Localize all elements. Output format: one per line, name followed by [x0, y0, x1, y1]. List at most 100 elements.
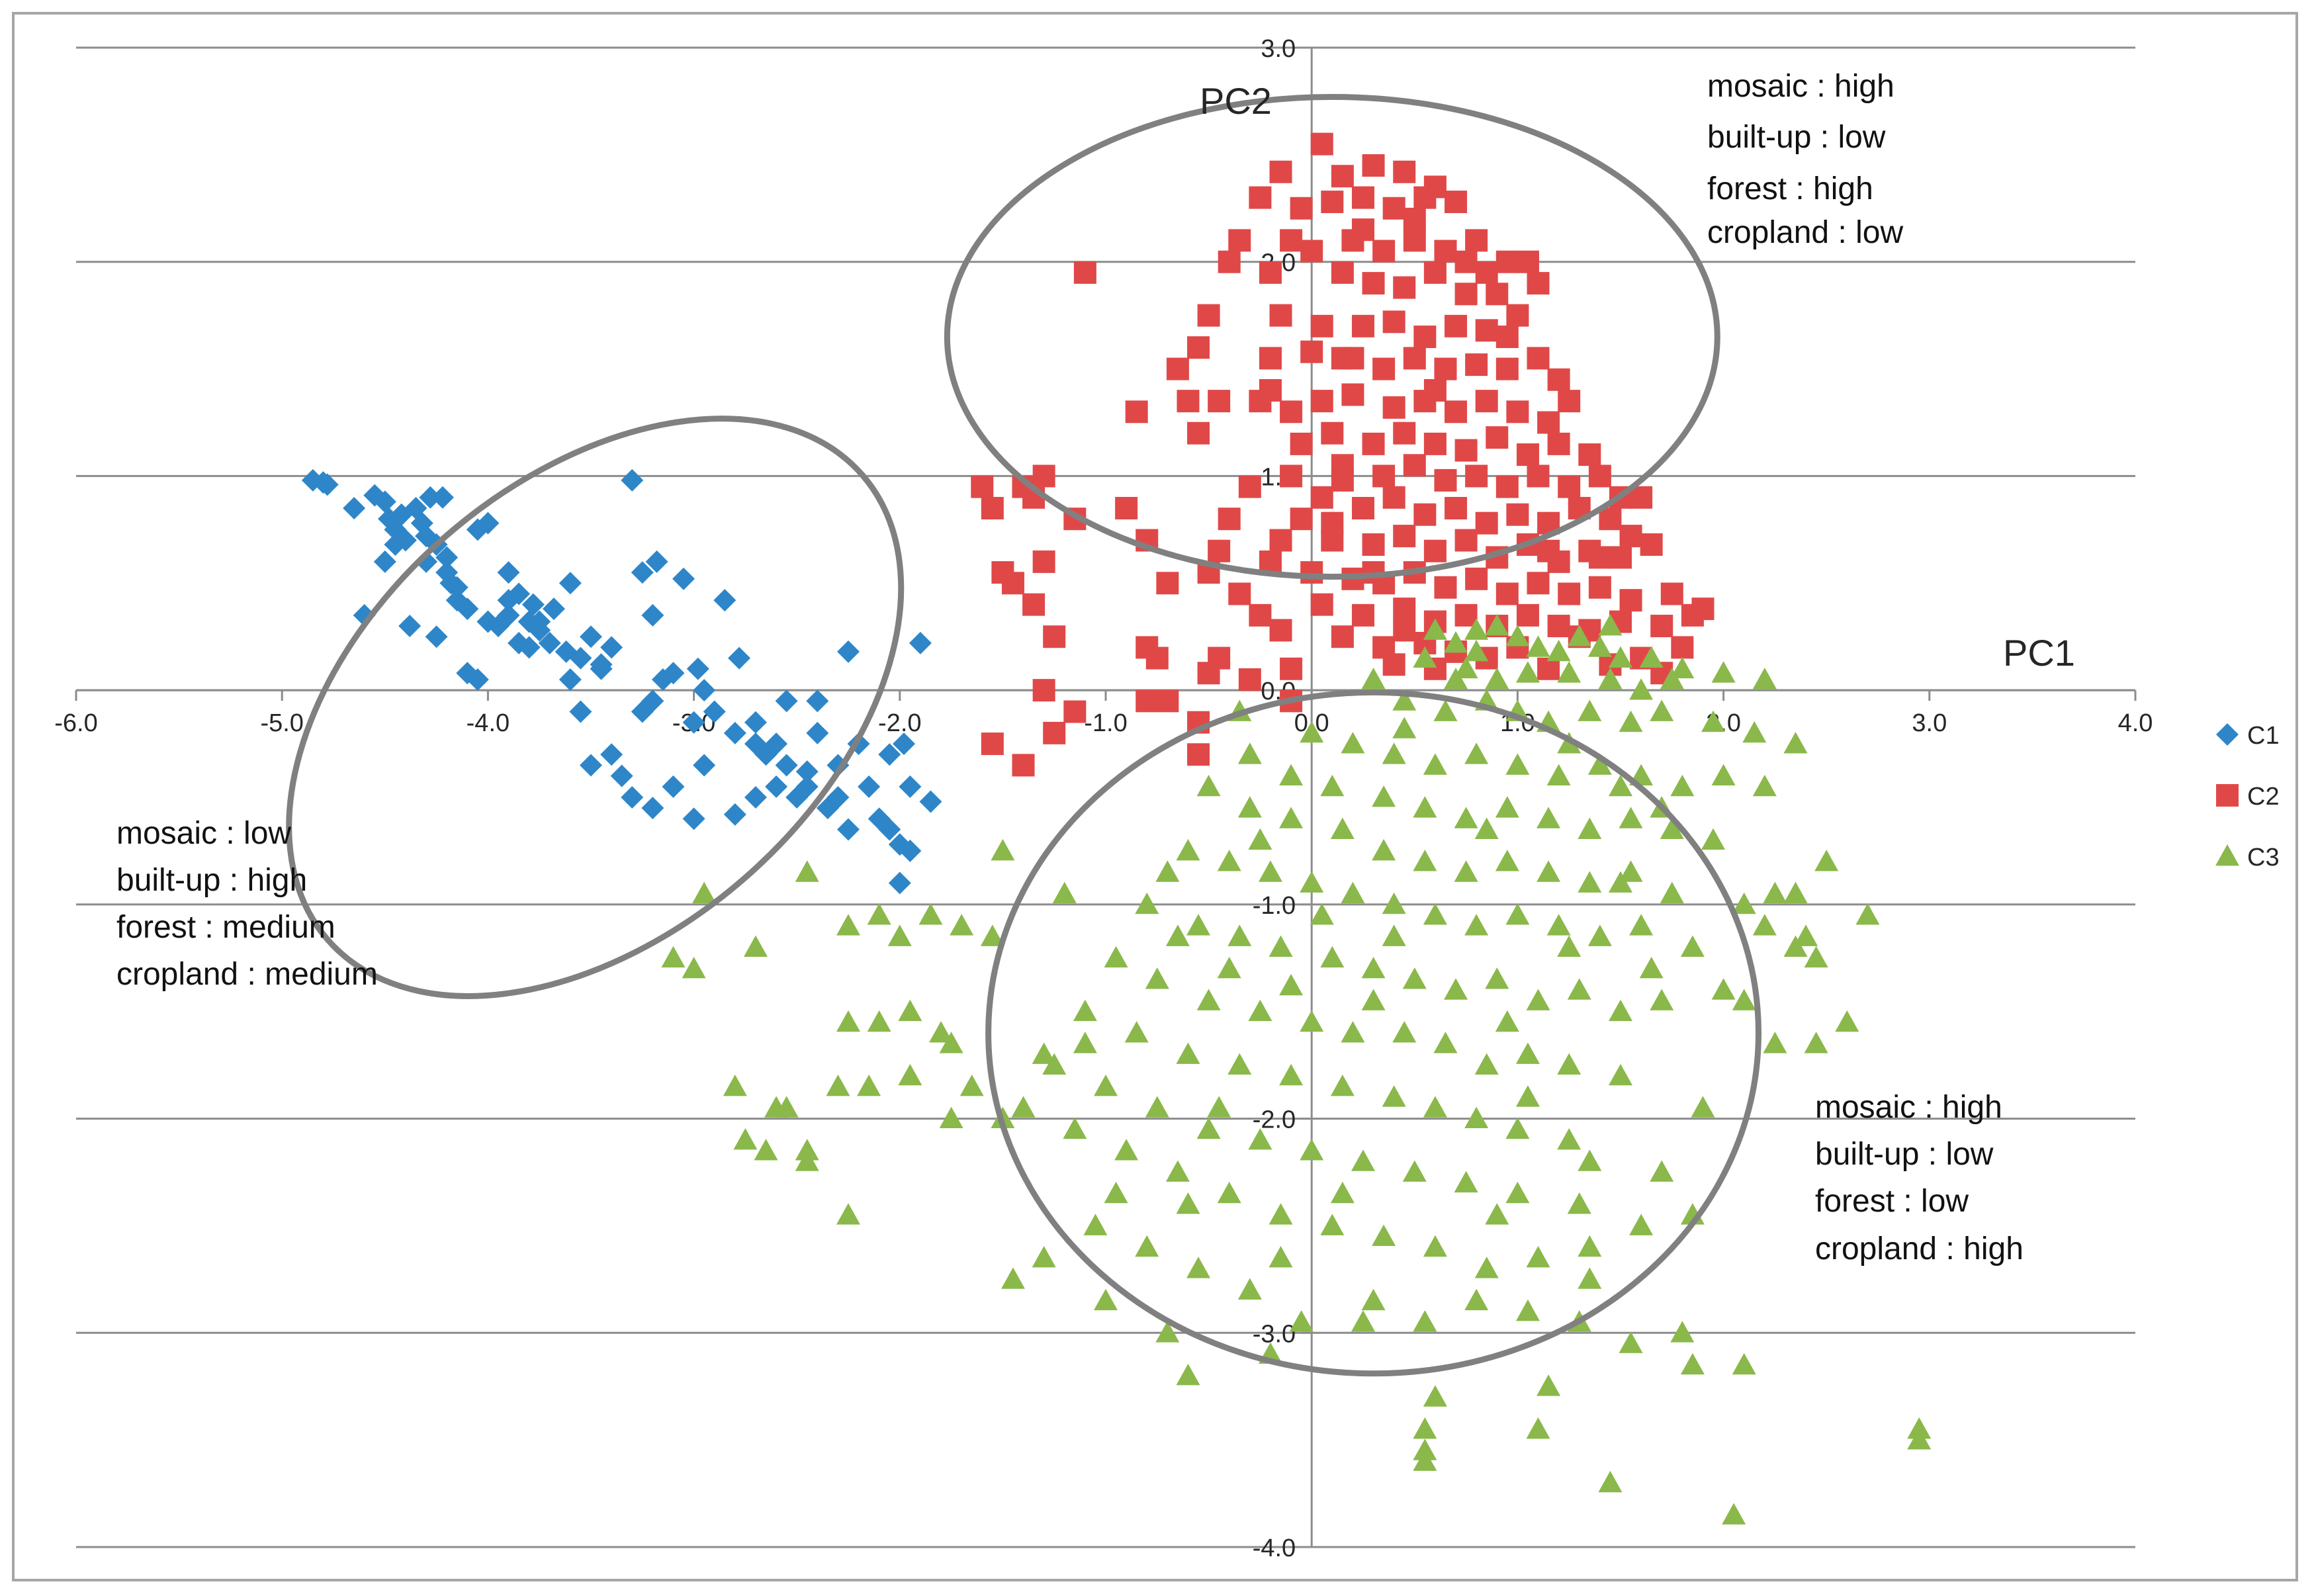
- c3-point-46: [1237, 742, 1262, 764]
- c2-point-4: [1393, 160, 1416, 183]
- c3-point-174: [743, 935, 768, 957]
- c1-point-39: [645, 550, 668, 573]
- c3-point-131: [1011, 1096, 1036, 1118]
- c2-point-85: [1280, 465, 1303, 488]
- c2-point-186: [1166, 357, 1189, 380]
- c3-point-132: [1063, 1117, 1087, 1139]
- c3-point-28: [1578, 699, 1602, 721]
- c1-point-42: [682, 711, 705, 734]
- c2-point-87: [1352, 496, 1374, 519]
- c2-point-59: [1558, 390, 1581, 413]
- legend-label-C1: C1: [2247, 722, 2280, 750]
- c2-point-41: [1300, 340, 1323, 363]
- c3-point-236: [1176, 1192, 1200, 1214]
- c3-point-17: [1598, 667, 1623, 689]
- c1-point-96: [415, 525, 438, 548]
- c3-point-0: [1423, 618, 1447, 640]
- c3-point-149: [1413, 1310, 1437, 1332]
- c2-point-88: [1382, 486, 1405, 509]
- c3-point-116: [1423, 1096, 1447, 1118]
- c2-point-184: [1032, 550, 1055, 573]
- c1-point-103: [508, 631, 531, 654]
- c3-point-59: [1237, 796, 1262, 818]
- c1-point-73: [466, 668, 489, 691]
- c2-point-195: [1454, 250, 1478, 273]
- c2-point-164: [1156, 572, 1179, 595]
- c3-point-61: [1330, 817, 1355, 839]
- c2-point-117: [1558, 582, 1581, 605]
- c2-point-204: [1619, 525, 1642, 548]
- c2-point-167: [1043, 625, 1066, 648]
- c3-point-232: [1629, 1214, 1654, 1235]
- c3-point-219: [1598, 614, 1623, 636]
- c3-point-33: [1783, 732, 1808, 754]
- c3-point-3: [1485, 614, 1509, 636]
- c3-point-144: [1135, 1235, 1159, 1257]
- c2-point-90: [1445, 496, 1468, 519]
- c3-point-164: [1176, 1364, 1200, 1386]
- c3-point-101: [1300, 1010, 1324, 1032]
- c3-point-234: [1485, 1203, 1509, 1225]
- c3-point-217: [1835, 1010, 1859, 1032]
- c1-point-15: [431, 486, 454, 509]
- c3-point-8: [1587, 635, 1612, 657]
- c3-point-68: [1619, 860, 1643, 882]
- c3-point-242: [1609, 774, 1632, 797]
- c1-point-21: [476, 511, 500, 535]
- c2-point-17: [1403, 229, 1426, 252]
- c2-point-160: [1228, 582, 1251, 605]
- c3-point-254: [1073, 1032, 1097, 1053]
- c3-point-250: [1578, 1235, 1602, 1257]
- c1-point-104: [651, 668, 674, 691]
- x-axis-title: PC1: [2003, 632, 2075, 674]
- c1-point-46: [713, 589, 736, 612]
- c2-point-192: [1352, 218, 1374, 242]
- c1-point-69: [373, 550, 396, 573]
- c1-point-55: [806, 721, 829, 744]
- c3-point-95: [1609, 999, 1632, 1022]
- c3-point-60: [1279, 807, 1304, 828]
- c3-point-29: [1619, 710, 1643, 732]
- c3-point-127: [1402, 1160, 1427, 1182]
- c3-point-57: [1701, 828, 1726, 850]
- c3-point-22: [1361, 667, 1386, 689]
- c2-point-43: [1372, 357, 1396, 380]
- c3-cropland-label: cropland : high: [1815, 1231, 2024, 1266]
- c3-point-169: [1722, 1503, 1746, 1525]
- c3-point-151: [1515, 1299, 1540, 1321]
- c3-point-12: [1413, 646, 1437, 668]
- c2-point-6: [1249, 186, 1272, 209]
- c2-point-61: [1208, 390, 1231, 413]
- c1-point-36: [621, 468, 644, 492]
- c2-point-27: [1454, 283, 1478, 306]
- c2-point-57: [1506, 400, 1529, 423]
- c1-point-28: [538, 631, 561, 654]
- c2-point-141: [1671, 636, 1694, 659]
- c2-point-76: [1372, 465, 1396, 488]
- c3-point-34: [1300, 721, 1324, 743]
- c3-point-65: [1495, 850, 1519, 871]
- c2-point-188: [1238, 475, 1261, 498]
- c3-point-82: [1680, 935, 1705, 957]
- c3-point-93: [1526, 989, 1550, 1010]
- c3-point-119: [1557, 1128, 1581, 1150]
- legend-item-C1: C1: [2216, 722, 2280, 750]
- gridlines: [76, 46, 2135, 1548]
- chart-frame: [12, 12, 2298, 1581]
- c1-point-90: [682, 807, 705, 830]
- c1-point-88: [899, 839, 922, 862]
- c1-point-81: [693, 754, 716, 777]
- c3-point-89: [1361, 956, 1386, 979]
- c2-point-156: [1208, 539, 1231, 562]
- c3-point-2: [1464, 618, 1489, 640]
- c3-point-1: [1444, 631, 1468, 653]
- c3-point-187: [929, 1021, 954, 1043]
- c3-point-53: [1537, 807, 1561, 828]
- c2-point-55: [1445, 400, 1468, 423]
- c1-point-57: [826, 786, 850, 809]
- c3-point-104: [1433, 1032, 1458, 1053]
- c2-point-152: [981, 496, 1004, 519]
- c3-point-35: [1341, 732, 1365, 754]
- c2-point-22: [1218, 250, 1241, 273]
- c2-point-185: [1187, 336, 1210, 359]
